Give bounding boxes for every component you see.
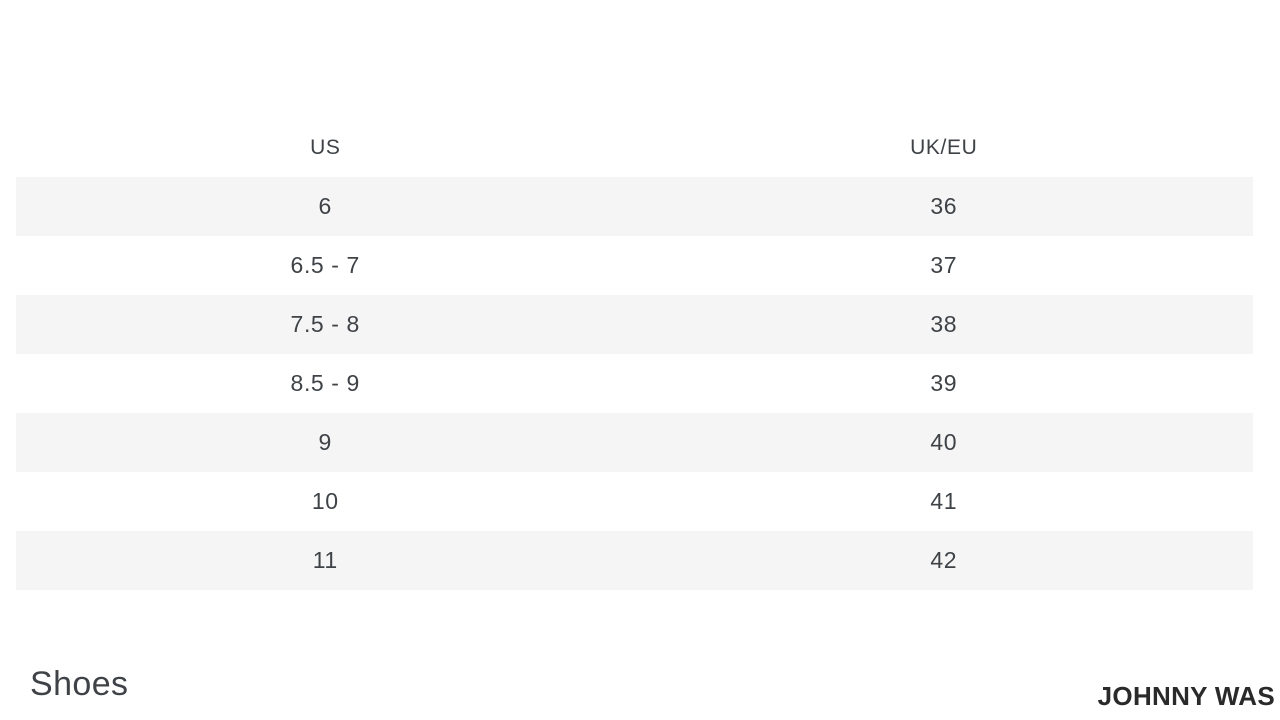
size-conversion-table: US UK/EU 6 36 6.5 - 7 37 7.5 - 8 38 8.5 … [16, 118, 1253, 590]
table-row: 6.5 - 7 37 [16, 236, 1253, 295]
table-row: 9 40 [16, 413, 1253, 472]
category-label-shoes: Shoes [30, 665, 129, 703]
column-header-us: US [310, 135, 341, 159]
brand-logo-johnny-was: JOHNNY WAS [1097, 681, 1275, 711]
ukeu-size-cell: 39 [930, 370, 958, 396]
table-row: 11 42 [16, 531, 1253, 590]
table-row: 10 41 [16, 472, 1253, 531]
us-size-cell: 6.5 - 7 [290, 252, 360, 278]
column-header-ukeu: UK/EU [910, 135, 978, 159]
us-size-cell: 8.5 - 9 [290, 370, 360, 396]
us-size-cell: 7.5 - 8 [290, 311, 360, 337]
table-row: 7.5 - 8 38 [16, 295, 1253, 354]
us-size-cell: 9 [318, 429, 332, 455]
ukeu-size-cell: 42 [930, 547, 958, 573]
table-row: 6 36 [16, 177, 1253, 236]
ukeu-size-cell: 38 [930, 311, 958, 337]
ukeu-size-cell: 40 [930, 429, 958, 455]
table-row: 8.5 - 9 39 [16, 354, 1253, 413]
ukeu-size-cell: 36 [930, 193, 958, 219]
us-size-cell: 11 [312, 547, 338, 573]
us-size-cell: 10 [311, 488, 339, 514]
ukeu-size-cell: 37 [930, 252, 958, 278]
us-size-cell: 6 [318, 193, 332, 219]
ukeu-size-cell: 41 [930, 488, 958, 514]
table-header-row: US UK/EU [16, 118, 1253, 177]
